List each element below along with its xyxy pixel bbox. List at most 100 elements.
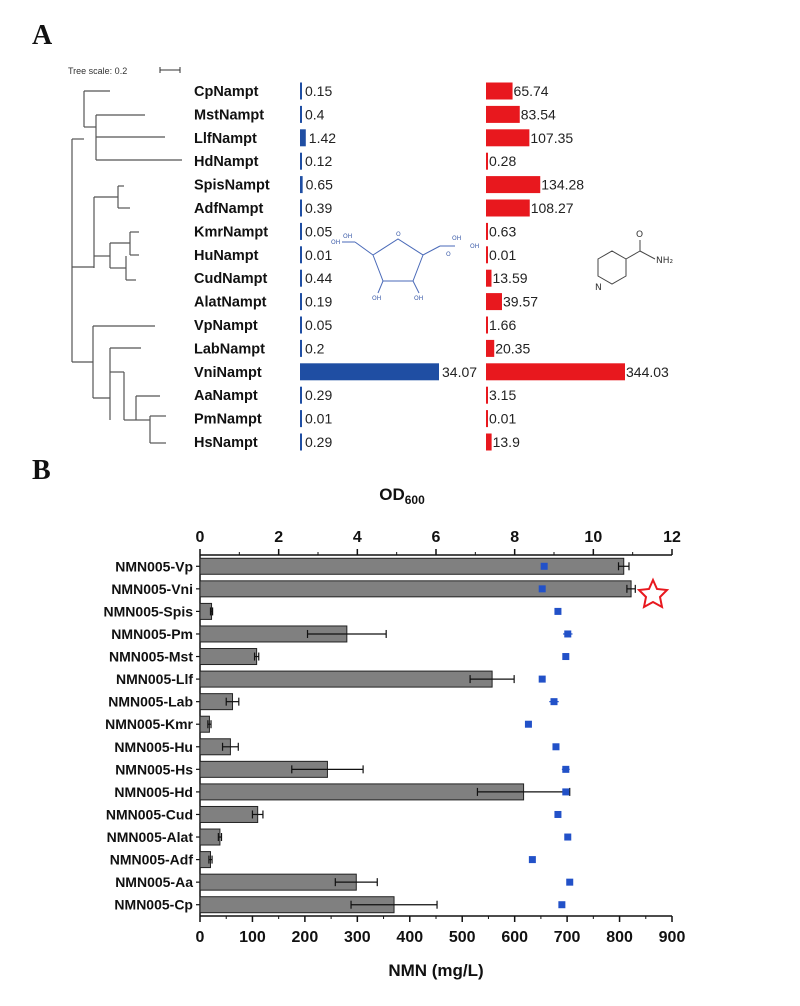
- species-label: VpNampt: [194, 318, 258, 334]
- blue-value-label: 0.05: [305, 317, 332, 333]
- tree-scale-label: Tree scale: 0.2: [68, 66, 127, 76]
- red-value-label: 3.15: [489, 387, 516, 403]
- blue-value-label: 0.01: [305, 411, 332, 427]
- category-label: NMN005-Vni: [111, 581, 193, 597]
- species-label: LlfNampt: [194, 131, 257, 147]
- species-label: AaNampt: [194, 388, 258, 404]
- panel-b-label: B: [32, 455, 51, 486]
- bottom-tick-label: 700: [554, 929, 581, 946]
- top-axis-title-main: OD: [379, 485, 405, 504]
- nmn-bar: [199, 648, 258, 666]
- red-bar: [486, 316, 488, 334]
- blue-bar: [300, 199, 302, 217]
- category-label: NMN005-Alat: [107, 829, 194, 845]
- top-tick-label: 2: [274, 529, 283, 546]
- blue-bar: [300, 82, 302, 100]
- panel-a: A Tree scale: 0.2: [32, 20, 674, 451]
- nmn-bar: [199, 580, 632, 598]
- blue-value-label: 1.42: [309, 130, 336, 146]
- category-label: NMN005-Cp: [114, 897, 193, 913]
- nicotinamide-o: O: [636, 230, 643, 240]
- category-label: NMN005-Kmr: [105, 716, 193, 732]
- prpp-oh-3: OH: [372, 295, 381, 302]
- bottom-tick-label: 900: [659, 929, 686, 946]
- blue-bar: [300, 363, 439, 381]
- species-label: PmNampt: [194, 412, 262, 428]
- category-label: NMN005-Aa: [115, 874, 193, 890]
- blue-bar: [300, 129, 306, 147]
- od600-point: [538, 585, 546, 593]
- species-label: SpisNampt: [194, 178, 270, 194]
- panel-b: B OD600 NMN (mg/L) 0 100 200 300 400 500 600 70…: [32, 455, 685, 980]
- species-label: AlatNampt: [194, 295, 267, 311]
- prpp-phosphate-o: O: [446, 251, 451, 258]
- bottom-axis-title: NMN (mg/L): [388, 961, 483, 980]
- od600-point: [552, 743, 560, 751]
- red-value-label: 0.01: [489, 247, 516, 263]
- category-label: NMN005-Lab: [108, 694, 193, 710]
- panel-a-label: A: [32, 20, 53, 51]
- bottom-tick-label: 300: [344, 929, 371, 946]
- species-label: CudNampt: [194, 271, 267, 287]
- species-label: HuNampt: [194, 248, 259, 264]
- blue-bar: [300, 410, 302, 428]
- top-tick-label: 6: [432, 529, 441, 546]
- od600-point: [554, 810, 562, 818]
- species-label: KmrNampt: [194, 224, 268, 240]
- top-tick-label: 12: [663, 529, 681, 546]
- blue-bar: [300, 176, 303, 194]
- red-value-label: 20.35: [495, 340, 530, 356]
- top-tick-label: 0: [196, 529, 205, 546]
- blue-bar: [300, 433, 302, 451]
- red-bar: [486, 339, 495, 357]
- nicotinamide-nh2: NH₂: [656, 256, 674, 266]
- od600-point: [558, 901, 566, 909]
- red-value-label: 39.57: [503, 294, 538, 310]
- blue-bar: [300, 316, 302, 334]
- nmn-bar: [199, 783, 525, 801]
- nmn-bar: [199, 557, 625, 575]
- od600-point: [564, 630, 572, 638]
- bottom-tick-label: 400: [396, 929, 423, 946]
- bottom-tick-label: 800: [606, 929, 633, 946]
- red-value-label: 1.66: [489, 317, 516, 333]
- species-label: MstNampt: [194, 107, 264, 123]
- category-label: NMN005-Cud: [106, 806, 193, 822]
- species-label: HdNampt: [194, 154, 259, 170]
- category-label: NMN005-Llf: [116, 671, 193, 687]
- prpp-oh-1: OH: [331, 239, 340, 246]
- red-bar: [486, 433, 492, 451]
- red-value-label: 344.03: [626, 364, 669, 380]
- prpp-structure: OH OH OH OH OH OH O O: [331, 231, 479, 302]
- top-axis-title-subscript: 600: [405, 493, 425, 507]
- red-bar: [486, 105, 520, 123]
- od600-point: [554, 607, 562, 615]
- prpp-oh-4: OH: [414, 295, 423, 302]
- blue-value-label: 0.29: [305, 387, 332, 403]
- panel-a-bars: CpNampt 0.15 65.74 MstNampt 0.4 83.54 LlfNampt…: [194, 82, 669, 451]
- species-label: CpNampt: [194, 84, 259, 100]
- prpp-oh-5: OH: [452, 235, 461, 242]
- red-value-label: 0.63: [489, 223, 516, 239]
- category-label: NMN005-Hs: [115, 761, 193, 777]
- bottom-tick-label: 0: [196, 929, 205, 946]
- phylogenetic-tree: [71, 90, 182, 444]
- top-tick-label: 4: [353, 529, 362, 546]
- bottom-tick-label: 100: [239, 929, 266, 946]
- blue-value-label: 0.29: [305, 434, 332, 450]
- tree-scale-bar: [159, 67, 181, 73]
- blue-bar: [300, 269, 302, 287]
- blue-value-label: 0.4: [305, 106, 325, 122]
- highlight-star-icon: [636, 577, 670, 609]
- bottom-tick-label: 200: [292, 929, 319, 946]
- red-value-label: 83.54: [521, 106, 556, 122]
- red-value-label: 108.27: [531, 200, 574, 216]
- category-label: NMN005-Hu: [114, 739, 193, 755]
- red-bar: [486, 199, 530, 217]
- blue-value-label: 0.44: [305, 270, 332, 286]
- od600-point: [528, 856, 536, 864]
- blue-bar: [300, 293, 302, 311]
- red-value-label: 13.59: [492, 270, 527, 286]
- nmn-bar: [199, 670, 493, 688]
- category-label: NMN005-Hd: [114, 784, 193, 800]
